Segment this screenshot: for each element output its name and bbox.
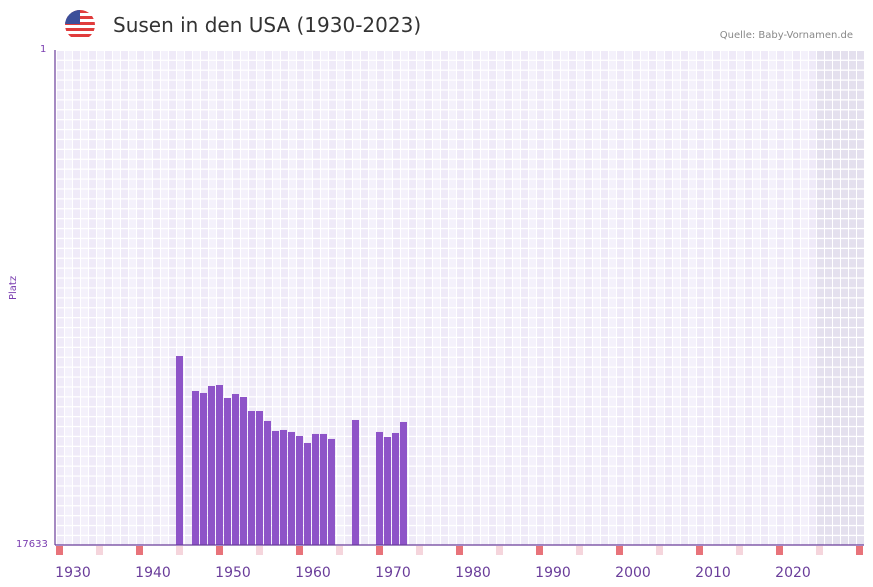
year-marker-1993 (576, 546, 583, 555)
year-marker-1973 (416, 546, 423, 555)
bar-1953 (256, 411, 263, 545)
year-marker-1958 (296, 546, 303, 555)
bar-1943 (176, 356, 183, 545)
year-marker-1948 (216, 546, 223, 555)
year-marker-2008 (696, 546, 703, 555)
year-marker-1963 (336, 546, 343, 555)
us-flag-icon (65, 10, 95, 40)
bar-1952 (248, 411, 255, 545)
x-tick-1930: 1930 (55, 565, 91, 581)
year-marker-1983 (496, 546, 503, 555)
bar-1946 (200, 392, 207, 545)
y-tick-top: 1 (40, 44, 47, 55)
x-tick-1950: 1950 (215, 565, 251, 581)
bar-1970 (392, 432, 399, 545)
year-marker-2028 (856, 546, 863, 555)
bar-1948 (216, 385, 223, 545)
bar-1957 (288, 431, 295, 545)
x-tick-2020: 2020 (775, 565, 811, 581)
bar-1950 (232, 393, 239, 545)
source-link[interactable]: Quelle: Baby-Vornamen.de (719, 30, 853, 41)
bar-1956 (280, 429, 287, 545)
year-marker-2013 (736, 546, 743, 555)
y-tick-bottom: 17633 (16, 539, 48, 550)
bar-1962 (328, 438, 335, 545)
year-marker-1928 (56, 546, 63, 555)
x-tick-2010: 2010 (695, 565, 731, 581)
x-tick-1960: 1960 (295, 565, 331, 581)
year-marker-1953 (256, 546, 263, 555)
year-marker-2023 (816, 546, 823, 555)
x-tick-1940: 1940 (135, 565, 171, 581)
year-marker-2018 (776, 546, 783, 555)
x-tick-1970: 1970 (375, 565, 411, 581)
bar-1961 (320, 433, 327, 545)
bar-1968 (376, 431, 383, 545)
x-tick-1980: 1980 (455, 565, 491, 581)
bar-1955 (272, 430, 279, 545)
bar-1971 (400, 421, 407, 545)
bar-1951 (240, 396, 247, 545)
x-tick-2000: 2000 (615, 565, 651, 581)
year-marker-1938 (136, 546, 143, 555)
year-marker-2003 (656, 546, 663, 555)
bar-1958 (296, 435, 303, 545)
bar-1959 (304, 442, 311, 545)
bar-1960 (312, 433, 319, 545)
bar-1945 (192, 390, 199, 545)
year-marker-1988 (536, 546, 543, 555)
year-marker-1968 (376, 546, 383, 555)
year-marker-1978 (456, 546, 463, 555)
bar-1954 (264, 420, 271, 545)
year-marker-1933 (96, 546, 103, 555)
year-marker-1998 (616, 546, 623, 555)
chart-title: Susen in den USA (1930-2023) (113, 13, 422, 37)
grid (57, 51, 864, 545)
x-tick-1990: 1990 (535, 565, 571, 581)
bar-1947 (208, 385, 215, 545)
bar-1965 (352, 419, 359, 545)
bar-1949 (224, 397, 231, 545)
bar-1969 (384, 436, 391, 545)
year-marker-1943 (176, 546, 183, 555)
